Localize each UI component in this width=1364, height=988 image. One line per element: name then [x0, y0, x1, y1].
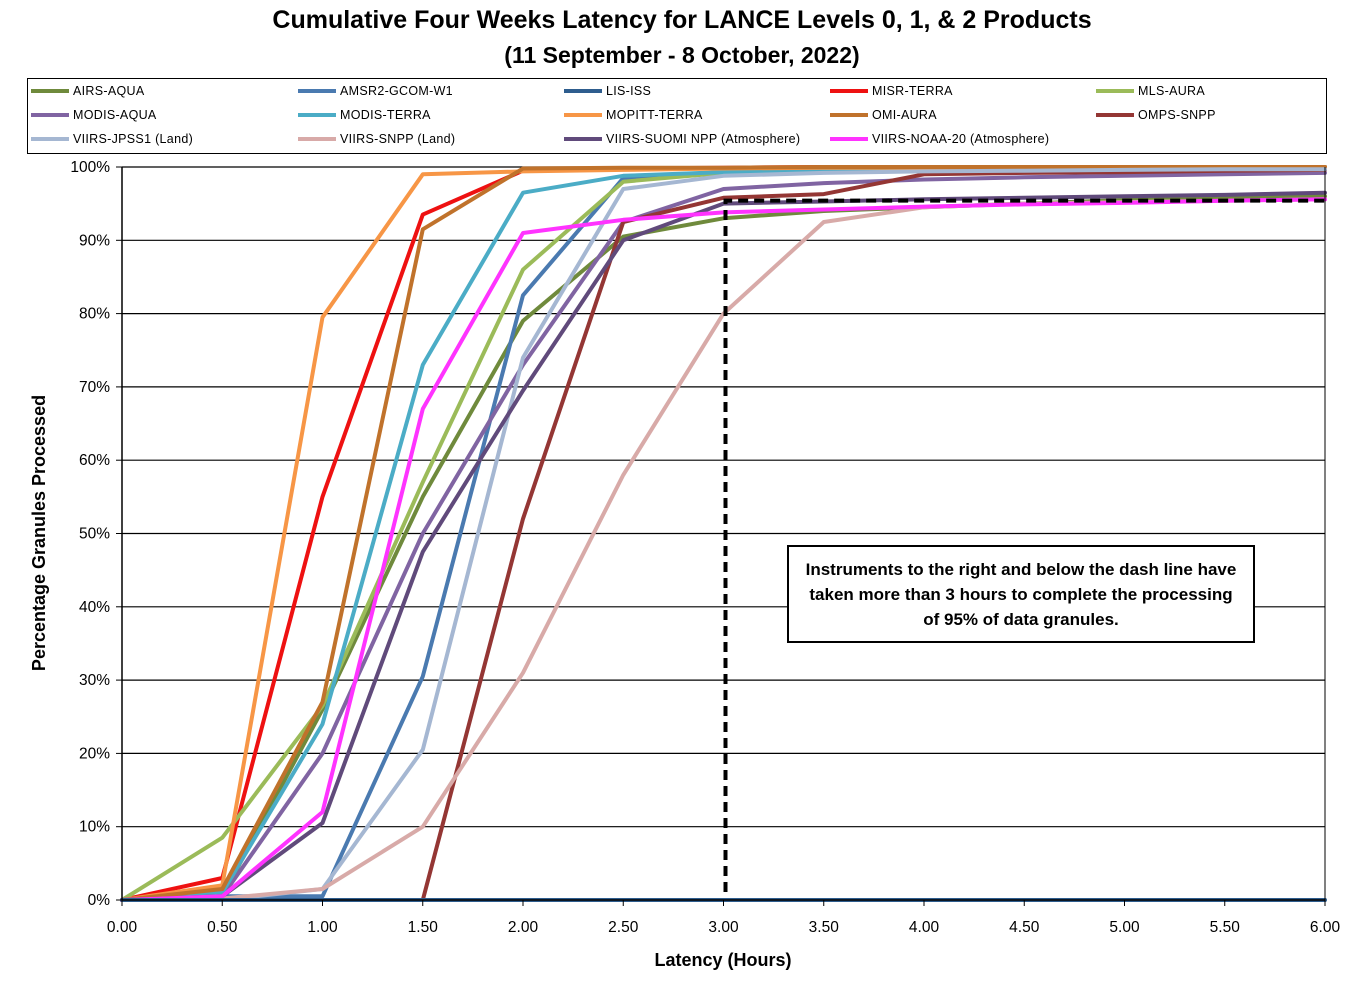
y-tick-label: 20% — [79, 745, 110, 762]
y-tick-label: 100% — [70, 159, 110, 176]
y-tick-label: 10% — [79, 819, 110, 836]
legend-item-airs-aqua: AIRS-AQUA — [31, 80, 144, 102]
y-tick-label: 40% — [79, 599, 110, 616]
legend-label: VIIRS-SNPP (Land) — [340, 132, 456, 146]
legend-swatch — [298, 89, 336, 93]
x-tick-label: 1.00 — [307, 919, 338, 936]
x-tick-label: 2.00 — [508, 919, 539, 936]
legend-item-amsr2-gcom-w1: AMSR2-GCOM-W1 — [298, 80, 453, 102]
threshold-dash-line — [723, 198, 1325, 892]
legend-item-mopitt-terra: MOPITT-TERRA — [564, 104, 703, 126]
threshold-line — [723, 198, 1325, 892]
y-tick-label: 50% — [79, 526, 110, 543]
y-tick-label: 30% — [79, 672, 110, 689]
legend-item-viirs-suomi-npp-atmosphere: VIIRS-SUOMI NPP (Atmosphere) — [564, 128, 800, 150]
y-tick-label: 90% — [79, 232, 110, 249]
x-tick-label: 1.50 — [408, 919, 439, 936]
legend-item-modis-terra: MODIS-TERRA — [298, 104, 431, 126]
legend-label: MISR-TERRA — [872, 84, 953, 98]
legend-swatch — [830, 113, 868, 117]
legend-swatch — [298, 137, 336, 141]
legend-swatch — [1096, 113, 1134, 117]
x-tick-label: 4.50 — [1009, 919, 1040, 936]
axes: 0% 10% 20% 30% 40% 50% 60% 70% 80% 90% 100% 0.00 0.5… — [70, 159, 1340, 936]
legend-label: OMI-AURA — [872, 108, 937, 122]
legend-label: VIIRS-JPSS1 (Land) — [73, 132, 194, 146]
x-tick-label: 4.00 — [909, 919, 940, 936]
chart-subtitle: (11 September - 8 October, 2022) — [504, 42, 860, 68]
y-axis-title: Percentage Granules Processed — [29, 395, 49, 671]
legend-swatch — [564, 113, 602, 117]
legend-item-lis-iss: LIS-ISS — [564, 80, 651, 102]
legend-item-misr-terra: MISR-TERRA — [830, 80, 953, 102]
y-tick-label: 70% — [79, 379, 110, 396]
legend-item-viirs-snpp-land: VIIRS-SNPP (Land) — [298, 128, 455, 150]
legend-swatch — [564, 89, 602, 93]
legend-label: VIIRS-SUOMI NPP (Atmosphere) — [606, 132, 801, 146]
legend-swatch — [564, 137, 602, 141]
series-line-omi-aura — [120, 165, 1327, 902]
legend-item-mls-aura: MLS-AURA — [1096, 80, 1205, 102]
x-axis-title: Latency (Hours) — [654, 950, 791, 970]
x-tick-label: 0.00 — [107, 919, 138, 936]
legend: AIRS-AQUA AMSR2-GCOM-W1 LIS-ISS MISR-TERRA M… — [27, 78, 1327, 154]
legend-label: MLS-AURA — [1138, 84, 1205, 98]
legend-swatch — [830, 137, 868, 141]
legend-swatch — [830, 89, 868, 93]
legend-item-viirs-noaa-20-atmosphere: VIIRS-NOAA-20 (Atmosphere) — [830, 128, 1049, 150]
y-tick-label: 60% — [79, 452, 110, 469]
x-tick-label: 2.50 — [608, 919, 639, 936]
x-tick-label: 3.00 — [708, 919, 739, 936]
x-tick-label: 0.50 — [207, 919, 238, 936]
legend-label: AIRS-AQUA — [73, 84, 145, 98]
legend-label: VIIRS-NOAA-20 (Atmosphere) — [872, 132, 1050, 146]
y-tick-label: 80% — [79, 306, 110, 323]
legend-label: MOPITT-TERRA — [606, 108, 703, 122]
y-tick-label: 0% — [88, 892, 111, 909]
legend-swatch — [31, 89, 69, 93]
series-line-modis-aqua — [120, 170, 1327, 902]
x-tick-label: 5.50 — [1210, 919, 1241, 936]
x-tick-label: 5.00 — [1109, 919, 1140, 936]
legend-item-omps-snpp: OMPS-SNPP — [1096, 104, 1216, 126]
legend-label: OMPS-SNPP — [1138, 108, 1216, 122]
legend-label: MODIS-TERRA — [340, 108, 431, 122]
x-tick-label: 6.00 — [1310, 919, 1341, 936]
legend-swatch — [31, 113, 69, 117]
legend-label: LIS-ISS — [606, 84, 652, 98]
legend-swatch — [298, 113, 336, 117]
legend-item-modis-aqua: MODIS-AQUA — [31, 104, 157, 126]
legend-item-viirs-jpss1-land: VIIRS-JPSS1 (Land) — [31, 128, 193, 150]
legend-item-omi-aura: OMI-AURA — [830, 104, 937, 126]
legend-label: MODIS-AQUA — [73, 108, 157, 122]
chart-title: Cumulative Four Weeks Latency for LANCE … — [272, 6, 1092, 34]
legend-swatch — [31, 137, 69, 141]
annotation-box: Instruments to the right and below the d… — [787, 545, 1255, 643]
legend-swatch — [1096, 89, 1134, 93]
x-tick-label: 3.50 — [809, 919, 840, 936]
legend-label: AMSR2-GCOM-W1 — [340, 84, 453, 98]
